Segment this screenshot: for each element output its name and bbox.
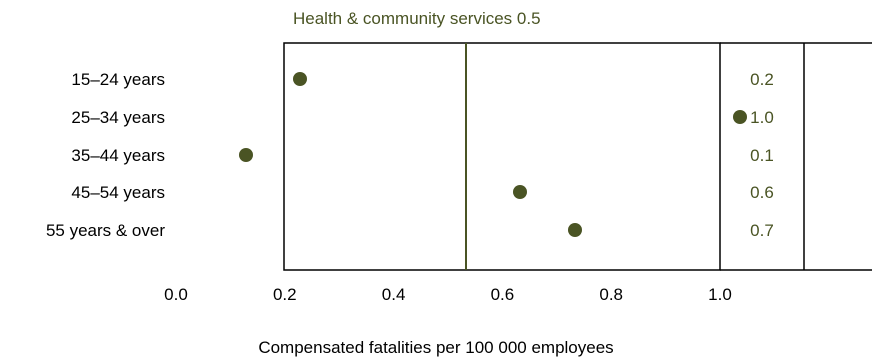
category-label: 15–24 years: [71, 70, 165, 89]
data-point: [733, 110, 747, 124]
y-axis-labels: 15–24 years 25–34 years 35–44 years 45–54 y…: [46, 70, 165, 240]
reference-line-label: Health & community services 0.5: [293, 9, 541, 28]
data-point: [293, 72, 307, 86]
reference-line-group: Health & community services 0.5: [293, 9, 541, 270]
data-points: [239, 72, 747, 237]
plot-frame: [283, 42, 872, 271]
data-point: [239, 148, 253, 162]
x-tick-label: 0.0: [164, 285, 188, 304]
x-axis-tick-labels: 0.0 0.2 0.4 0.6 0.8 1.0: [164, 285, 732, 304]
data-point: [513, 185, 527, 199]
x-axis-title: Compensated fatalities per 100 000 emplo…: [258, 338, 613, 357]
x-tick-label: 1.0: [708, 285, 732, 304]
x-tick-label: 0.2: [273, 285, 297, 304]
x-tick-label: 0.4: [382, 285, 406, 304]
plot-frame-box: [283, 42, 721, 271]
category-label: 25–34 years: [71, 108, 165, 127]
value-label: 0.1: [750, 146, 774, 165]
data-point: [568, 223, 582, 237]
x-tick-label: 0.6: [491, 285, 515, 304]
value-labels-column: 0.2 1.0 0.1 0.6 0.7: [750, 70, 774, 240]
value-label: 0.2: [750, 70, 774, 89]
category-label: 45–54 years: [71, 183, 165, 202]
value-label: 1.0: [750, 108, 774, 127]
value-label: 0.6: [750, 183, 774, 202]
category-label: 35–44 years: [71, 146, 165, 165]
x-tick-label: 0.8: [599, 285, 623, 304]
category-label: 55 years & over: [46, 221, 165, 240]
value-label: 0.7: [750, 221, 774, 240]
